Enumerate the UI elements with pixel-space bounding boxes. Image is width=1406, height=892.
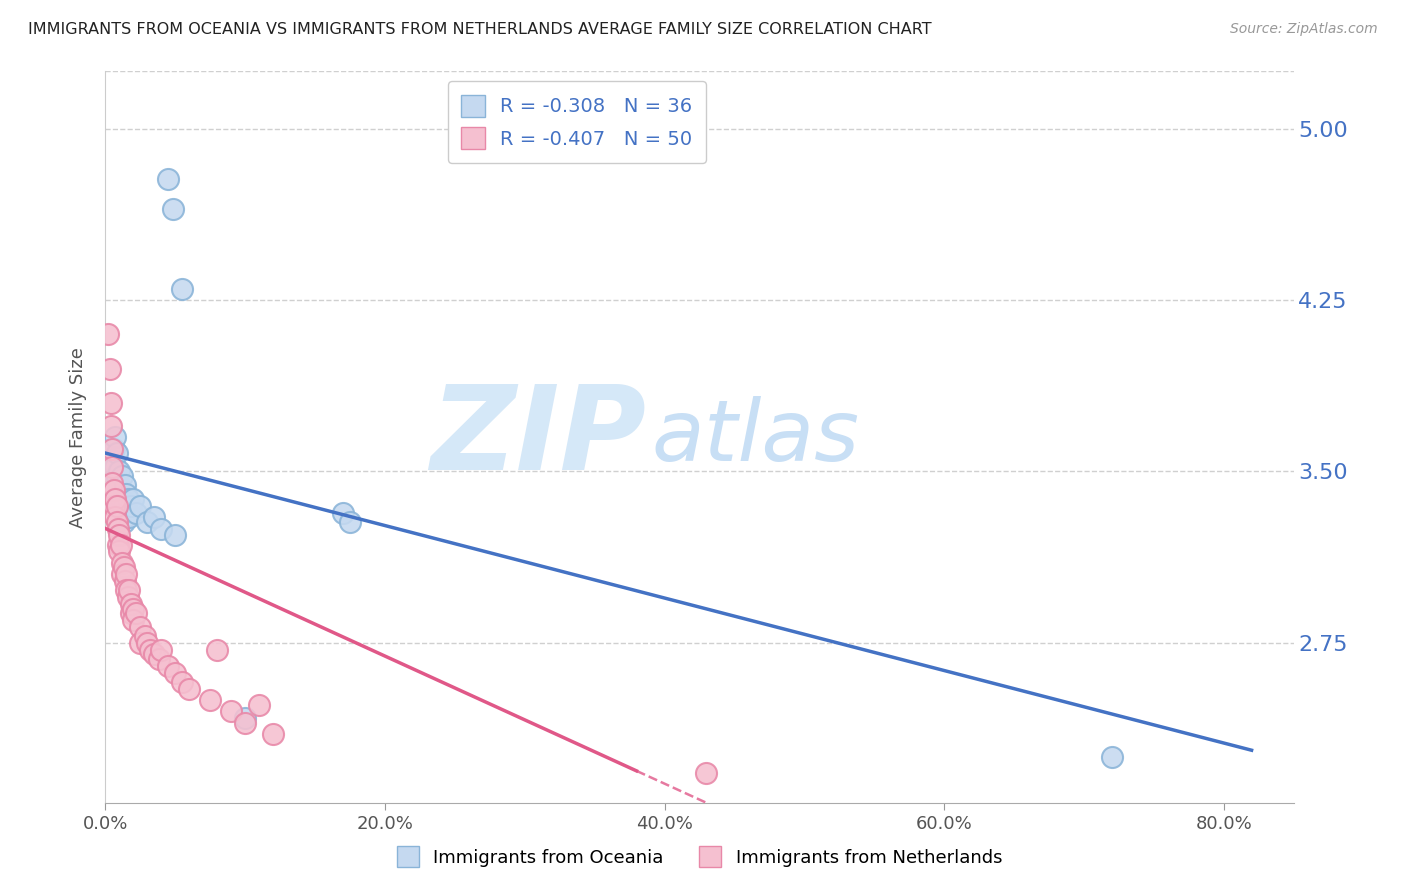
- Point: [118, 583, 141, 598]
- Point: [108, 528, 131, 542]
- Point: [139, 642, 162, 657]
- Point: [207, 642, 229, 657]
- Point: [98, 464, 121, 478]
- Point: [129, 620, 152, 634]
- Text: ZIP: ZIP: [430, 380, 645, 494]
- Point: [110, 537, 132, 551]
- Point: [103, 442, 125, 456]
- Point: [262, 727, 284, 741]
- Point: [115, 583, 138, 598]
- Point: [114, 510, 136, 524]
- Point: [165, 528, 187, 542]
- Point: [97, 327, 120, 342]
- Point: [117, 491, 139, 506]
- Point: [104, 491, 127, 506]
- Point: [136, 515, 159, 529]
- Point: [120, 499, 142, 513]
- Point: [157, 658, 180, 673]
- Point: [134, 629, 156, 643]
- Point: [101, 442, 124, 456]
- Point: [108, 478, 131, 492]
- Point: [125, 506, 148, 520]
- Point: [114, 574, 136, 588]
- Point: [172, 281, 194, 295]
- Legend: Immigrants from Oceania, Immigrants from Netherlands: Immigrants from Oceania, Immigrants from…: [389, 839, 1010, 874]
- Point: [112, 499, 135, 513]
- Point: [695, 766, 717, 780]
- Point: [233, 711, 256, 725]
- Point: [107, 483, 129, 497]
- Point: [101, 459, 124, 474]
- Point: [105, 499, 128, 513]
- Point: [125, 606, 148, 620]
- Point: [108, 464, 131, 478]
- Text: IMMIGRANTS FROM OCEANIA VS IMMIGRANTS FROM NETHERLANDS AVERAGE FAMILY SIZE CORRE: IMMIGRANTS FROM OCEANIA VS IMMIGRANTS FR…: [28, 22, 932, 37]
- Point: [107, 521, 129, 535]
- Point: [107, 491, 129, 506]
- Point: [105, 469, 128, 483]
- Point: [103, 483, 125, 497]
- Point: [129, 499, 152, 513]
- Point: [118, 510, 141, 524]
- Point: [117, 590, 139, 604]
- Point: [108, 544, 131, 558]
- Point: [110, 491, 132, 506]
- Point: [122, 491, 145, 506]
- Point: [129, 636, 152, 650]
- Point: [100, 475, 122, 490]
- Point: [105, 515, 128, 529]
- Point: [143, 510, 166, 524]
- Point: [100, 418, 122, 433]
- Point: [219, 705, 242, 719]
- Point: [111, 556, 134, 570]
- Point: [100, 396, 122, 410]
- Point: [103, 499, 125, 513]
- Point: [122, 613, 145, 627]
- Point: [98, 361, 121, 376]
- Point: [150, 642, 173, 657]
- Point: [233, 715, 256, 730]
- Point: [332, 506, 354, 520]
- Point: [165, 665, 187, 680]
- Point: [107, 537, 129, 551]
- Point: [112, 515, 135, 529]
- Point: [112, 560, 135, 574]
- Point: [179, 681, 201, 696]
- Point: [104, 459, 127, 474]
- Point: [143, 647, 166, 661]
- Text: Source: ZipAtlas.com: Source: ZipAtlas.com: [1230, 22, 1378, 37]
- Point: [114, 478, 136, 492]
- Point: [111, 567, 134, 582]
- Point: [115, 487, 138, 501]
- Point: [339, 515, 361, 529]
- Point: [111, 469, 134, 483]
- Point: [101, 475, 124, 490]
- Point: [136, 636, 159, 650]
- Point: [101, 483, 124, 497]
- Point: [115, 567, 138, 582]
- Point: [104, 510, 127, 524]
- Text: atlas: atlas: [652, 395, 860, 479]
- Point: [104, 430, 127, 444]
- Point: [157, 171, 180, 186]
- Point: [200, 693, 222, 707]
- Point: [105, 446, 128, 460]
- Y-axis label: Average Family Size: Average Family Size: [69, 347, 87, 527]
- Point: [172, 674, 194, 689]
- Point: [247, 698, 270, 712]
- Point: [1101, 750, 1123, 764]
- Point: [150, 521, 173, 535]
- Point: [162, 202, 184, 216]
- Point: [120, 597, 142, 611]
- Point: [111, 506, 134, 520]
- Point: [120, 606, 142, 620]
- Point: [101, 453, 124, 467]
- Point: [122, 601, 145, 615]
- Point: [148, 652, 170, 666]
